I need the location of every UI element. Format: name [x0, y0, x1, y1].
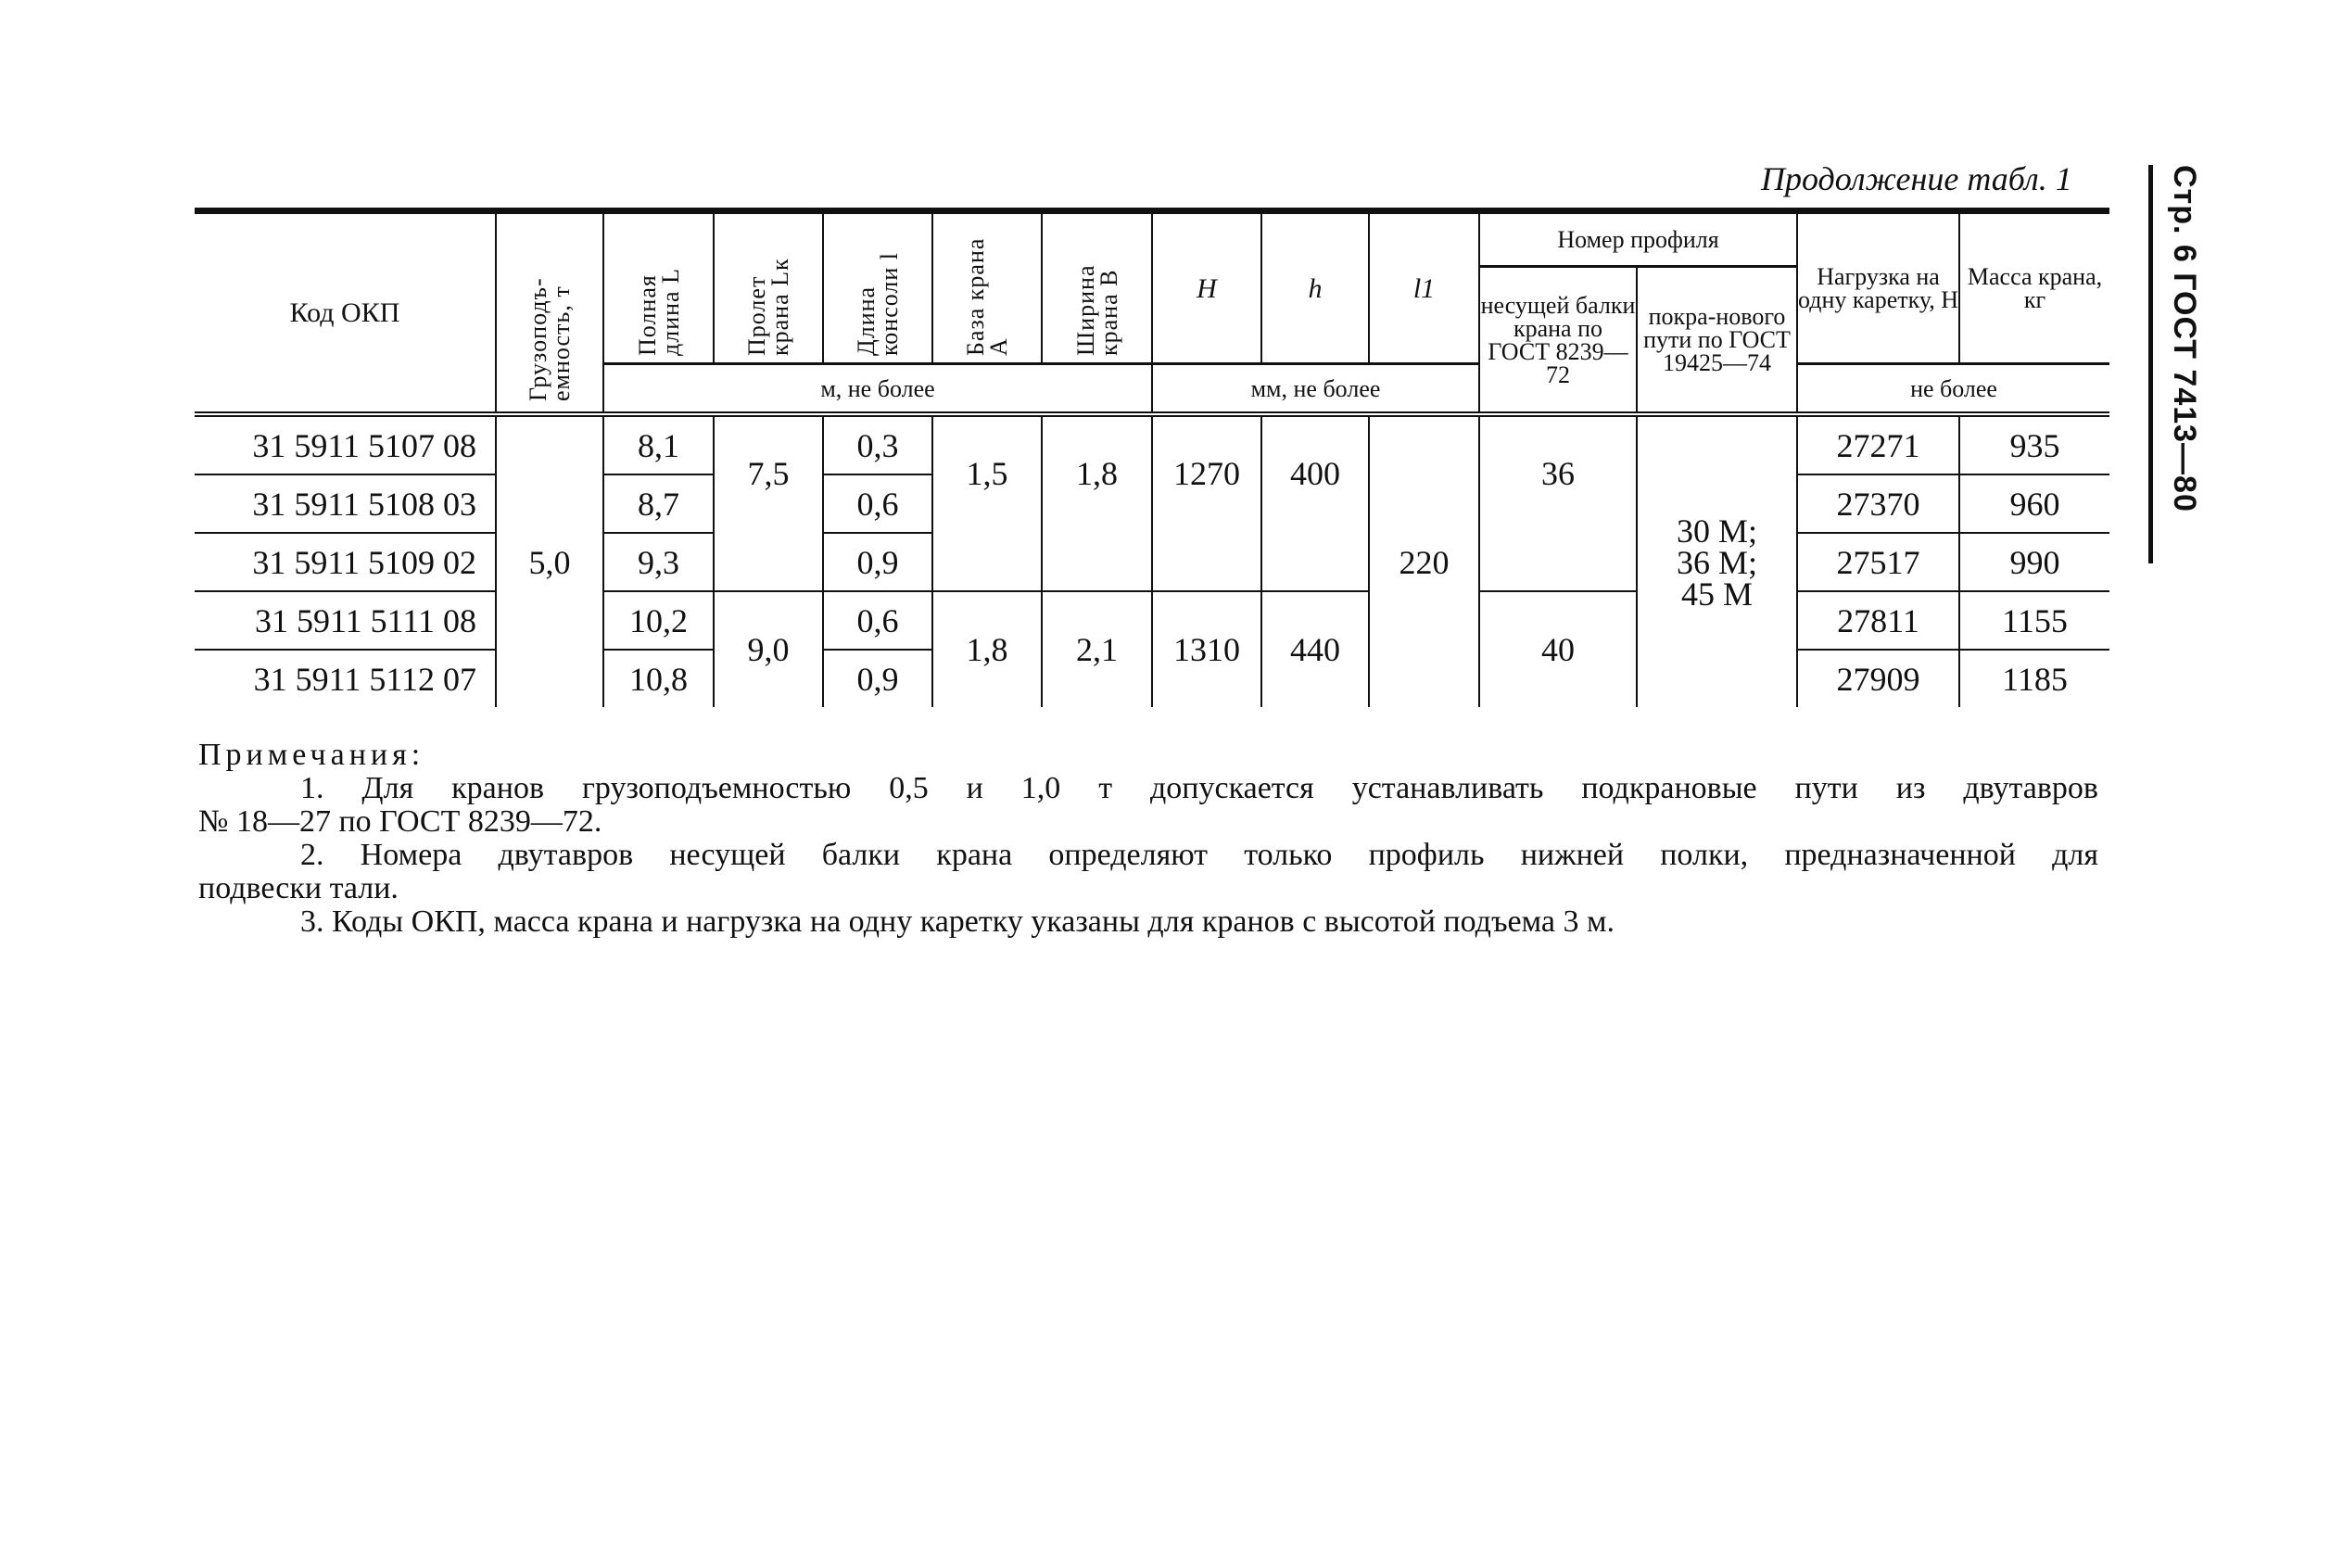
header-full-length: Полная длина L: [602, 210, 714, 364]
cell-h: 440: [1260, 591, 1369, 707]
note-1-cont: № 18—27 по ГОСТ 8239—72.: [198, 804, 602, 839]
note-3: 3. Коды ОКП, масса крана и нагрузка на о…: [300, 904, 1615, 939]
header-beam: несущей балки крана по ГОСТ 8239—72: [1478, 266, 1637, 414]
cell-console: 0,9: [822, 650, 932, 707]
cell-console: 0,6: [822, 474, 932, 534]
header-span: Пролет крана Lк: [713, 210, 823, 364]
cell-load: 27517: [1796, 533, 1960, 592]
cell-base: 1,8: [931, 591, 1042, 707]
cell-code: 31 5911 5109 02: [195, 533, 496, 592]
cell-width: 1,8: [1041, 414, 1152, 592]
table-row: 31 5911 5107 08 5,0 8,1 7,5 0,3 1,5 1,8 1270 400…: [195, 414, 2110, 707]
header-width: Ширина крана B: [1041, 210, 1152, 364]
table-row: 31 5911 5108 03 8,7 0,6 27370 960: [195, 474, 2110, 534]
cell-beam: 40: [1478, 591, 1637, 707]
cell-mass: 960: [1958, 474, 2110, 534]
table-row: 31 5911 5111 08 10,2 9,0 0,6 1,8 2,1 1310 440 40…: [195, 591, 2110, 707]
cell-l1: 220: [1368, 414, 1479, 707]
header-load: Нагрузка на одну каретку, Н: [1796, 210, 1960, 364]
cell-code: 31 5911 5108 03: [195, 474, 496, 534]
header-h: h: [1260, 210, 1369, 364]
header-l1: l1: [1368, 210, 1479, 364]
cell-base: 1,5: [931, 414, 1042, 592]
units-m: м, не более: [602, 362, 1152, 414]
cell-load: 27909: [1796, 650, 1960, 707]
cell-mass: 1155: [1958, 591, 2110, 651]
cell-full-length: 10,8: [602, 650, 714, 707]
cell-full-length: 9,3: [602, 533, 714, 592]
cell-console: 0,9: [822, 533, 932, 592]
units-mm: мм, не более: [1151, 362, 1479, 414]
page-side-header: Стр. 6 ГОСТ 7413—80: [2148, 165, 2209, 563]
cell-full-length: 8,7: [602, 474, 714, 534]
cell-code: 31 5911 5111 08: [195, 591, 496, 651]
notes-title: Примечания:: [198, 738, 425, 772]
cell-mass: 1185: [1958, 650, 2110, 707]
cell-width: 2,1: [1041, 591, 1152, 707]
header-mass: Масса крана, кг: [1958, 210, 2110, 364]
header-H: H: [1151, 210, 1261, 364]
cell-console: 0,3: [822, 414, 932, 475]
cell-full-length: 10,2: [602, 591, 714, 651]
header-capacity: Грузоподъ-емность, т: [495, 210, 603, 414]
note-2: 2. Номера двутавров несущей балки крана …: [300, 838, 2098, 872]
notes: Примечания: 1. Для кранов грузоподъемнос…: [198, 739, 2098, 939]
note-1: 1. Для кранов грузоподъемностью 0,5 и 1,…: [300, 771, 2098, 805]
table-continuation-caption: Продолжение табл. 1: [1761, 160, 2072, 197]
note-2-cont: подвески тали.: [198, 871, 399, 905]
cell-h: 400: [1260, 414, 1369, 592]
cell-mass: 990: [1958, 533, 2110, 592]
header-code: Код ОКП: [289, 297, 400, 328]
cell-console: 0,6: [822, 591, 932, 651]
table-row: 31 5911 5112 07 10,8 0,9 27909 1185: [195, 650, 2110, 707]
header-track: покра-нового пути по ГОСТ 19425—74: [1635, 266, 1798, 414]
cell-load: 27370: [1796, 474, 1960, 534]
table-row: 31 5911 5109 02 9,3 0,9 27517 990: [195, 533, 2110, 592]
cell-span: 9,0: [713, 591, 823, 707]
cell-H: 1270: [1151, 414, 1261, 592]
page-body: Код ОКП Грузоподъ-емность, т Полная длин…: [195, 208, 2110, 939]
cell-code: 31 5911 5112 07: [253, 660, 476, 698]
cell-H: 1310: [1151, 591, 1261, 707]
cell-mass: 935: [1958, 414, 2110, 475]
units-max: не более: [1796, 362, 2110, 414]
cell-load: 27271: [1796, 414, 1960, 475]
cell-load: 27811: [1796, 591, 1960, 651]
header-profile-group: Номер профиля: [1477, 210, 1798, 268]
cell-capacity: 5,0: [495, 414, 603, 707]
crane-specs-table: Код ОКП Грузоподъ-емность, т Полная длин…: [195, 208, 2110, 707]
header-base: База крана A: [931, 210, 1042, 364]
cell-full-length: 8,1: [602, 414, 714, 475]
header-console: Длина консоли l: [822, 210, 932, 364]
cell-span: 7,5: [713, 414, 823, 592]
cell-code: 31 5911 5107 08: [195, 414, 496, 475]
cell-track: 30 М; 36 М; 45 М: [1635, 414, 1798, 707]
cell-beam: 36: [1478, 414, 1637, 592]
